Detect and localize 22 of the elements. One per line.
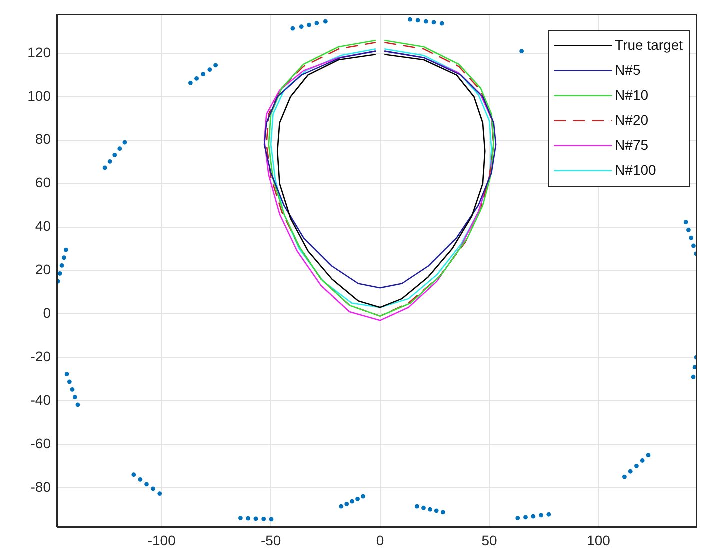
y-tick-label: 40: [35, 218, 52, 234]
y-tick-label: 100: [28, 88, 52, 104]
x-tick-label: 50: [482, 532, 498, 548]
y-tick-label: 80: [35, 131, 52, 148]
y-tick-label: 20: [35, 262, 52, 278]
y-tick-label: -80: [30, 478, 52, 495]
y-tick-label: 0: [43, 305, 52, 321]
legend-label: N#10: [615, 86, 649, 103]
y-tick-label: -40: [30, 392, 52, 408]
y-tick-label: -20: [30, 348, 52, 364]
legend-label: N#75: [615, 136, 649, 153]
x-tick-label: 100: [587, 532, 611, 548]
y-tick-label: 60: [35, 174, 52, 191]
legend-label: N#5: [615, 62, 641, 78]
legend-label: N#20: [615, 112, 649, 128]
y-tick-label: 120: [28, 44, 52, 60]
legend-label: N#100: [615, 162, 657, 178]
x-tick-label: -100: [148, 532, 176, 548]
x-tick-label: -50: [260, 532, 282, 548]
y-tick-label: -60: [30, 435, 52, 452]
x-tick-label: 0: [376, 532, 384, 548]
legend-label: True target: [615, 36, 684, 53]
